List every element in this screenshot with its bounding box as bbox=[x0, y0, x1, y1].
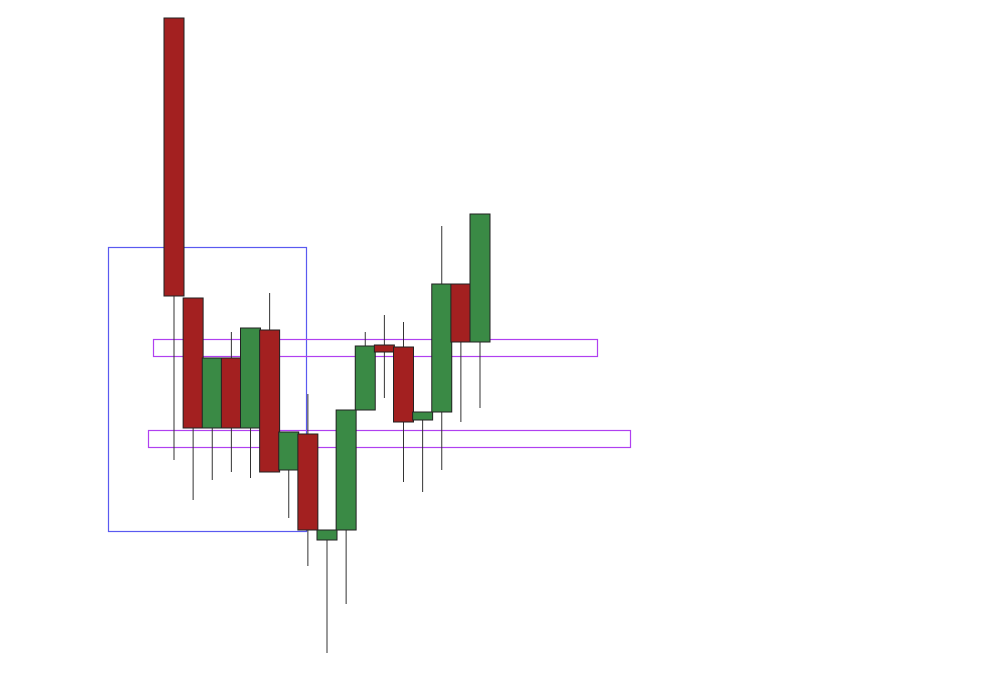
candle-body bbox=[163, 17, 185, 297]
candle-body bbox=[182, 297, 204, 429]
candle-body bbox=[201, 357, 223, 429]
candles bbox=[163, 17, 491, 653]
level-zone bbox=[147, 429, 632, 449]
candle-body bbox=[469, 213, 491, 343]
candle-body bbox=[431, 283, 453, 413]
candle-body bbox=[373, 344, 395, 353]
candle-body bbox=[354, 345, 376, 411]
candle-body bbox=[278, 431, 300, 471]
candle-body bbox=[450, 283, 472, 343]
candle-body bbox=[316, 529, 338, 541]
candle-body bbox=[297, 433, 319, 531]
candle-body bbox=[335, 409, 357, 531]
candle-body bbox=[240, 327, 261, 429]
candle-body bbox=[393, 346, 414, 423]
candle-body bbox=[412, 411, 434, 421]
zone-box bbox=[107, 246, 308, 533]
candle-body bbox=[220, 357, 242, 429]
candle-body bbox=[259, 329, 281, 473]
